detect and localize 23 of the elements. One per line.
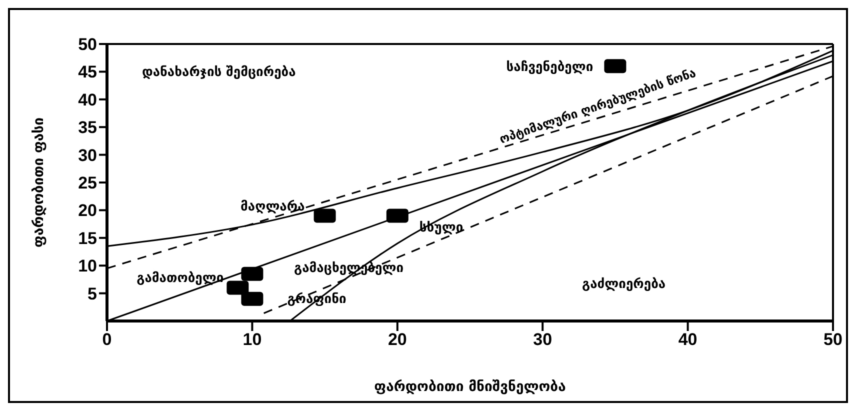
- x-tick-label: 20: [388, 330, 407, 350]
- x-tick-label: 40: [678, 330, 698, 350]
- annotation: დანახარჯის შემცირება: [142, 65, 296, 80]
- y-tick-label: 35: [78, 118, 97, 138]
- y-tick-label: 30: [78, 146, 97, 165]
- y-tick-label: 10: [78, 256, 97, 276]
- x-tick-label: 0: [102, 330, 112, 350]
- y-tick-label: 20: [78, 201, 97, 220]
- y-axis-title: ფარდობითი ფასი: [30, 117, 47, 248]
- y-tick-label: 25: [78, 174, 97, 193]
- y-tick-label: 40: [78, 90, 97, 110]
- y-tick-label: 50: [78, 35, 97, 54]
- x-tick-label: 10: [242, 330, 262, 350]
- y-tick-label: 15: [78, 228, 97, 248]
- x-axis-title: ფარდობითი მნიშვნელობა: [374, 379, 566, 395]
- annotation: საჩვენებელი: [506, 60, 594, 76]
- annotation: გამათობელი: [136, 270, 224, 286]
- annotation: მაღლარა: [240, 200, 305, 215]
- x-tick-label: 50: [824, 330, 842, 350]
- x-tick-label: 30: [533, 330, 552, 350]
- y-tick-label: 5: [88, 284, 97, 304]
- annotation: გაძლიერება: [582, 277, 666, 292]
- y-tick-label: 45: [78, 62, 97, 82]
